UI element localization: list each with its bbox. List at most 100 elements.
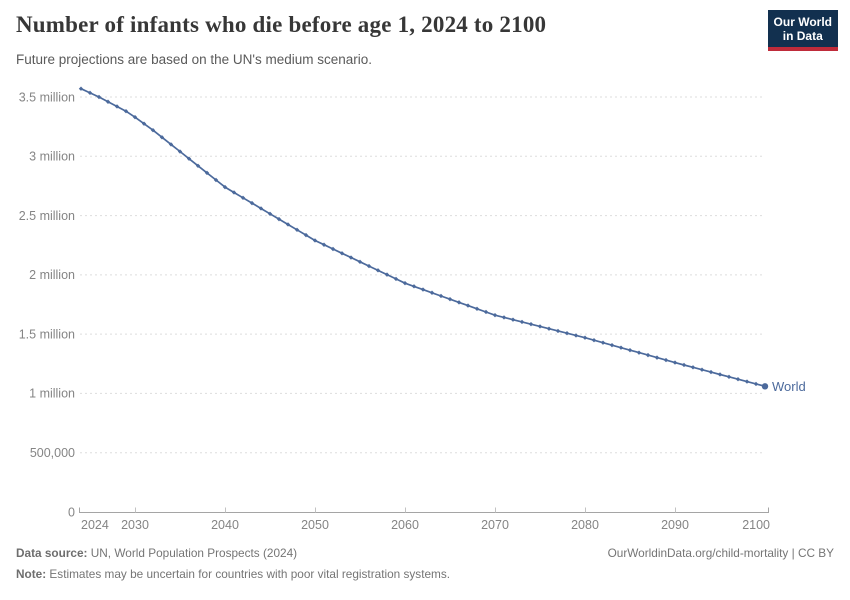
data-point-marker bbox=[753, 381, 759, 387]
data-point-marker bbox=[528, 321, 534, 327]
data-point-marker bbox=[312, 238, 318, 243]
data-source-line: Data source: UN, World Population Prospe… bbox=[16, 546, 297, 560]
data-point-marker bbox=[339, 251, 345, 256]
data-point-marker bbox=[600, 340, 606, 345]
data-point-marker bbox=[456, 300, 462, 305]
data-point-marker bbox=[681, 362, 687, 368]
y-tick-label: 1 million bbox=[29, 387, 75, 401]
world-series-line[interactable] bbox=[80, 87, 766, 388]
x-tick-label: 2050 bbox=[301, 518, 329, 532]
data-point-marker bbox=[294, 227, 300, 233]
data-point-marker bbox=[159, 135, 165, 140]
data-point-marker bbox=[726, 374, 732, 380]
data-point-marker bbox=[366, 263, 372, 269]
data-point-marker bbox=[618, 345, 624, 350]
data-point-marker bbox=[537, 324, 543, 329]
data-point-marker bbox=[636, 350, 642, 355]
data-source-text: UN, World Population Prospects (2024) bbox=[87, 546, 298, 560]
owid-logo-line2: in Data bbox=[782, 29, 823, 43]
data-point-marker bbox=[573, 333, 579, 338]
owid-url-link[interactable]: OurWorldinData.org/child-mortality | CC … bbox=[607, 546, 834, 560]
data-point-marker bbox=[375, 268, 381, 273]
data-point-marker bbox=[321, 242, 327, 247]
data-point-marker bbox=[546, 326, 552, 331]
data-point-marker bbox=[708, 369, 714, 375]
data-point-marker bbox=[474, 306, 480, 311]
data-point-marker bbox=[168, 142, 174, 147]
owid-logo-line1: Our World bbox=[773, 15, 832, 29]
x-tick-label: 2024 bbox=[81, 518, 109, 532]
data-point-marker bbox=[357, 259, 363, 265]
data-point-marker bbox=[330, 246, 336, 252]
y-tick-label: 2 million bbox=[29, 268, 75, 282]
y-tick-label: 0 bbox=[68, 505, 75, 519]
y-tick-label: 2.5 million bbox=[19, 209, 75, 223]
data-point-marker bbox=[564, 330, 570, 336]
data-point-marker bbox=[87, 90, 93, 96]
chart-subtitle: Future projections are based on the UN's… bbox=[16, 52, 373, 67]
data-point-marker bbox=[303, 232, 309, 238]
x-tick-label: 2060 bbox=[391, 518, 419, 532]
data-point-marker bbox=[627, 347, 633, 353]
data-point-marker bbox=[222, 184, 228, 190]
data-point-marker bbox=[555, 328, 561, 334]
x-tick-label: 2090 bbox=[661, 518, 689, 532]
data-point-marker bbox=[717, 372, 723, 377]
note-text: Estimates may be uncertain for countries… bbox=[46, 567, 451, 581]
series-end-label[interactable]: World bbox=[772, 379, 806, 394]
series-end-dot bbox=[761, 383, 769, 390]
x-tick-label: 2080 bbox=[571, 518, 599, 532]
data-point-marker bbox=[501, 315, 507, 320]
x-tick-label: 2070 bbox=[481, 518, 509, 532]
data-point-marker bbox=[420, 287, 426, 292]
data-point-marker bbox=[591, 337, 597, 343]
data-point-marker bbox=[699, 367, 705, 372]
data-point-marker bbox=[105, 99, 111, 104]
data-point-marker bbox=[663, 357, 669, 363]
data-point-marker bbox=[393, 276, 399, 282]
data-point-marker bbox=[483, 309, 489, 315]
data-point-marker bbox=[96, 94, 102, 100]
data-point-marker bbox=[690, 365, 696, 370]
data-point-marker bbox=[609, 342, 615, 348]
data-point-marker bbox=[447, 296, 453, 302]
data-point-marker bbox=[132, 114, 138, 120]
y-tick-label: 1.5 million bbox=[19, 327, 75, 341]
x-tick-label: 2030 bbox=[121, 518, 149, 532]
data-point-marker bbox=[735, 377, 741, 382]
data-point-marker bbox=[348, 255, 354, 260]
owid-logo[interactable]: Our World in Data bbox=[767, 10, 838, 51]
data-point-marker bbox=[177, 149, 183, 154]
data-point-marker bbox=[123, 109, 129, 114]
data-point-marker bbox=[267, 211, 273, 216]
data-point-marker bbox=[258, 206, 264, 211]
data-point-marker bbox=[492, 312, 498, 318]
data-point-marker bbox=[429, 290, 435, 295]
data-point-marker bbox=[114, 104, 120, 109]
data-point-marker bbox=[204, 170, 210, 176]
data-point-marker bbox=[654, 355, 660, 360]
data-point-marker bbox=[744, 379, 750, 384]
note-label: Note: bbox=[16, 567, 47, 581]
data-point-marker bbox=[240, 195, 246, 200]
x-tick-label: 2040 bbox=[211, 518, 239, 532]
y-tick-label: 3 million bbox=[29, 150, 75, 164]
y-tick-label: 3.5 million bbox=[19, 90, 75, 104]
data-point-marker bbox=[213, 177, 219, 183]
data-point-marker bbox=[519, 319, 525, 325]
data-point-marker bbox=[582, 335, 588, 340]
data-point-marker bbox=[78, 86, 84, 91]
data-point-marker bbox=[231, 190, 237, 195]
chart-footer: Data source: UN, World Population Prospe… bbox=[16, 546, 834, 581]
data-point-marker bbox=[141, 121, 147, 126]
data-point-marker bbox=[465, 303, 471, 308]
data-point-marker bbox=[645, 352, 651, 358]
data-point-marker bbox=[285, 222, 291, 227]
data-point-marker bbox=[510, 317, 516, 322]
data-point-marker bbox=[402, 280, 408, 286]
data-point-marker bbox=[186, 156, 192, 161]
data-point-marker bbox=[438, 293, 444, 299]
data-source-label: Data source: bbox=[16, 546, 88, 560]
